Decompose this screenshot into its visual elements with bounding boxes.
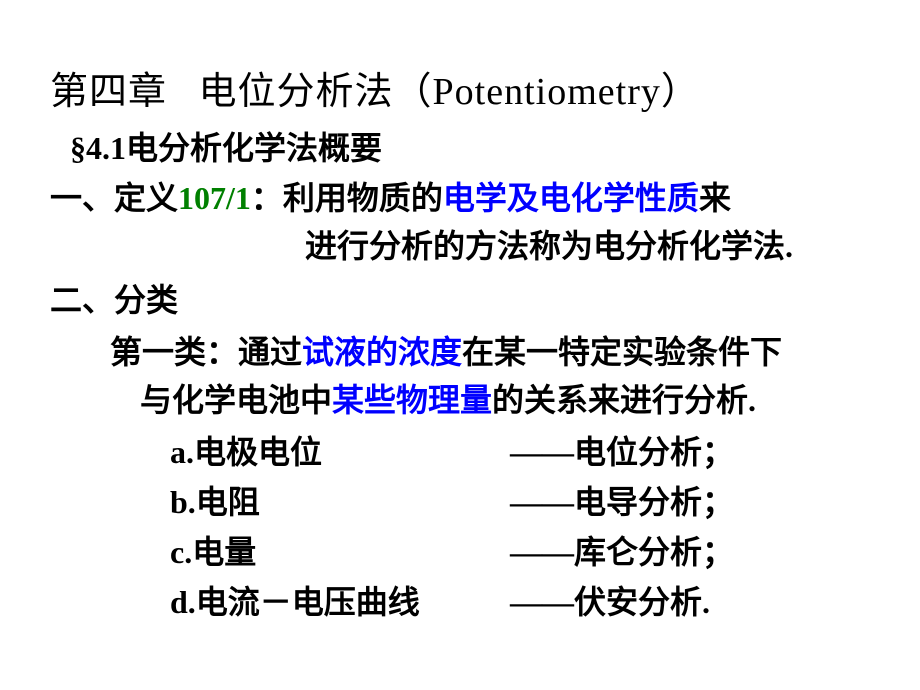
chapter-title-en: Potentiometry: [433, 71, 661, 113]
definition-label: 一、定义: [50, 180, 178, 216]
section-number: §4.1: [70, 130, 126, 166]
chapter-title-cn: 电位分析法: [199, 71, 394, 113]
chapter-title: 第四章 电位分析法（Potentiometry）: [50, 60, 870, 115]
definition-ref: 107/1: [178, 180, 251, 216]
list-item: d.电流－电压曲线 ——伏安分析.: [170, 577, 870, 623]
cat1-pre: 第一类：通过: [110, 334, 302, 370]
item-a-right: ——电位分析；: [510, 427, 734, 473]
cat1-blue2: 某些物理量: [332, 382, 492, 418]
cat1-mid: 在某一特定实验条件下: [462, 334, 782, 370]
section-name: 电分析化学法概要: [126, 130, 382, 166]
def-blue1: 电学及电化学性质: [443, 180, 699, 216]
chapter-prefix: 第四章: [50, 71, 167, 113]
definition-line-1: 一、定义107/1：利用物质的电学及电化学性质来: [50, 173, 870, 219]
item-b-right: ——电导分析；: [510, 477, 734, 523]
item-a-left: a.电极电位: [170, 427, 510, 473]
definition-line-2: 进行分析的方法称为电分析化学法.: [305, 221, 870, 267]
category-1-line-2: 与化学电池中某些物理量的关系来进行分析.: [140, 375, 870, 421]
def-line2: 进行分析的方法称为电分析化学法.: [305, 228, 793, 264]
item-d-left: d.电流－电压曲线: [170, 577, 510, 623]
class-label: 二、分类: [50, 282, 178, 318]
item-c-left: c.电量: [170, 527, 510, 573]
def-post1: 来: [699, 180, 731, 216]
item-c-right: ——库仑分析；: [510, 527, 734, 573]
classification-label: 二、分类: [50, 275, 870, 321]
slide-page: 第四章 电位分析法（Potentiometry） §4.1电分析化学法概要 一、…: [0, 0, 920, 623]
item-b-left: b.电阻: [170, 477, 510, 523]
cat1-line2a: 与化学电池中: [140, 382, 332, 418]
list-item: a.电极电位 ——电位分析；: [170, 427, 870, 473]
cat1-blue1: 试液的浓度: [302, 334, 462, 370]
cat1-line2b: 的关系来进行分析.: [492, 382, 756, 418]
list-item: b.电阻 ——电导分析；: [170, 477, 870, 523]
section-4-1-title: §4.1电分析化学法概要: [70, 123, 870, 169]
item-d-right: ——伏安分析.: [510, 577, 710, 623]
category-1-line-1: 第一类：通过试液的浓度在某一特定实验条件下: [110, 327, 870, 373]
def-pre: ：利用物质的: [251, 180, 443, 216]
list-item: c.电量 ——库仑分析；: [170, 527, 870, 573]
